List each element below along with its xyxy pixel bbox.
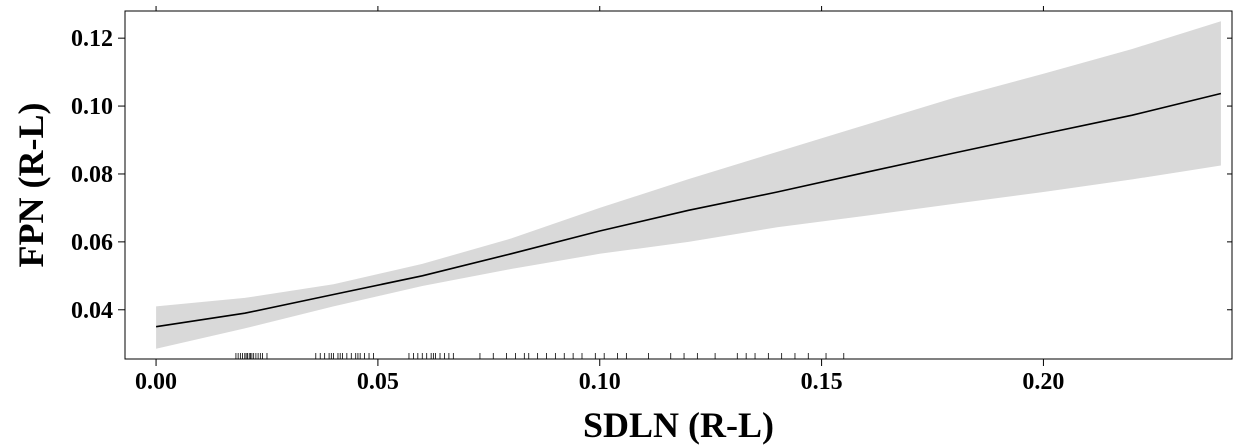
- rug-ticks: [235, 353, 845, 359]
- y-axis: 0.04 0.06 0.08 0.10 0.12: [71, 26, 1232, 324]
- x-axis-title: SDLN (R-L): [583, 405, 774, 445]
- y-tick-label: 0.04: [71, 298, 113, 324]
- x-tick-label: 0.05: [357, 369, 399, 395]
- y-tick-label: 0.12: [71, 26, 113, 52]
- x-tick-label: 0.15: [801, 369, 843, 395]
- plot-frame: [124, 10, 1233, 360]
- x-tick-label: 0.00: [135, 369, 177, 395]
- y-axis-title: FPN (R-L): [11, 103, 51, 268]
- x-axis: 0.00 0.05 0.10 0.15 0.20: [135, 6, 1064, 395]
- x-tick-label: 0.20: [1022, 369, 1064, 395]
- y-tick-label: 0.06: [71, 230, 113, 256]
- x-tick-label: 0.10: [579, 369, 621, 395]
- fit-line: [155, 92, 1222, 328]
- y-tick-label: 0.08: [71, 162, 113, 188]
- plot-area: [124, 10, 1233, 360]
- y-tick-label: 0.10: [71, 94, 113, 120]
- confidence-band: [156, 21, 1221, 349]
